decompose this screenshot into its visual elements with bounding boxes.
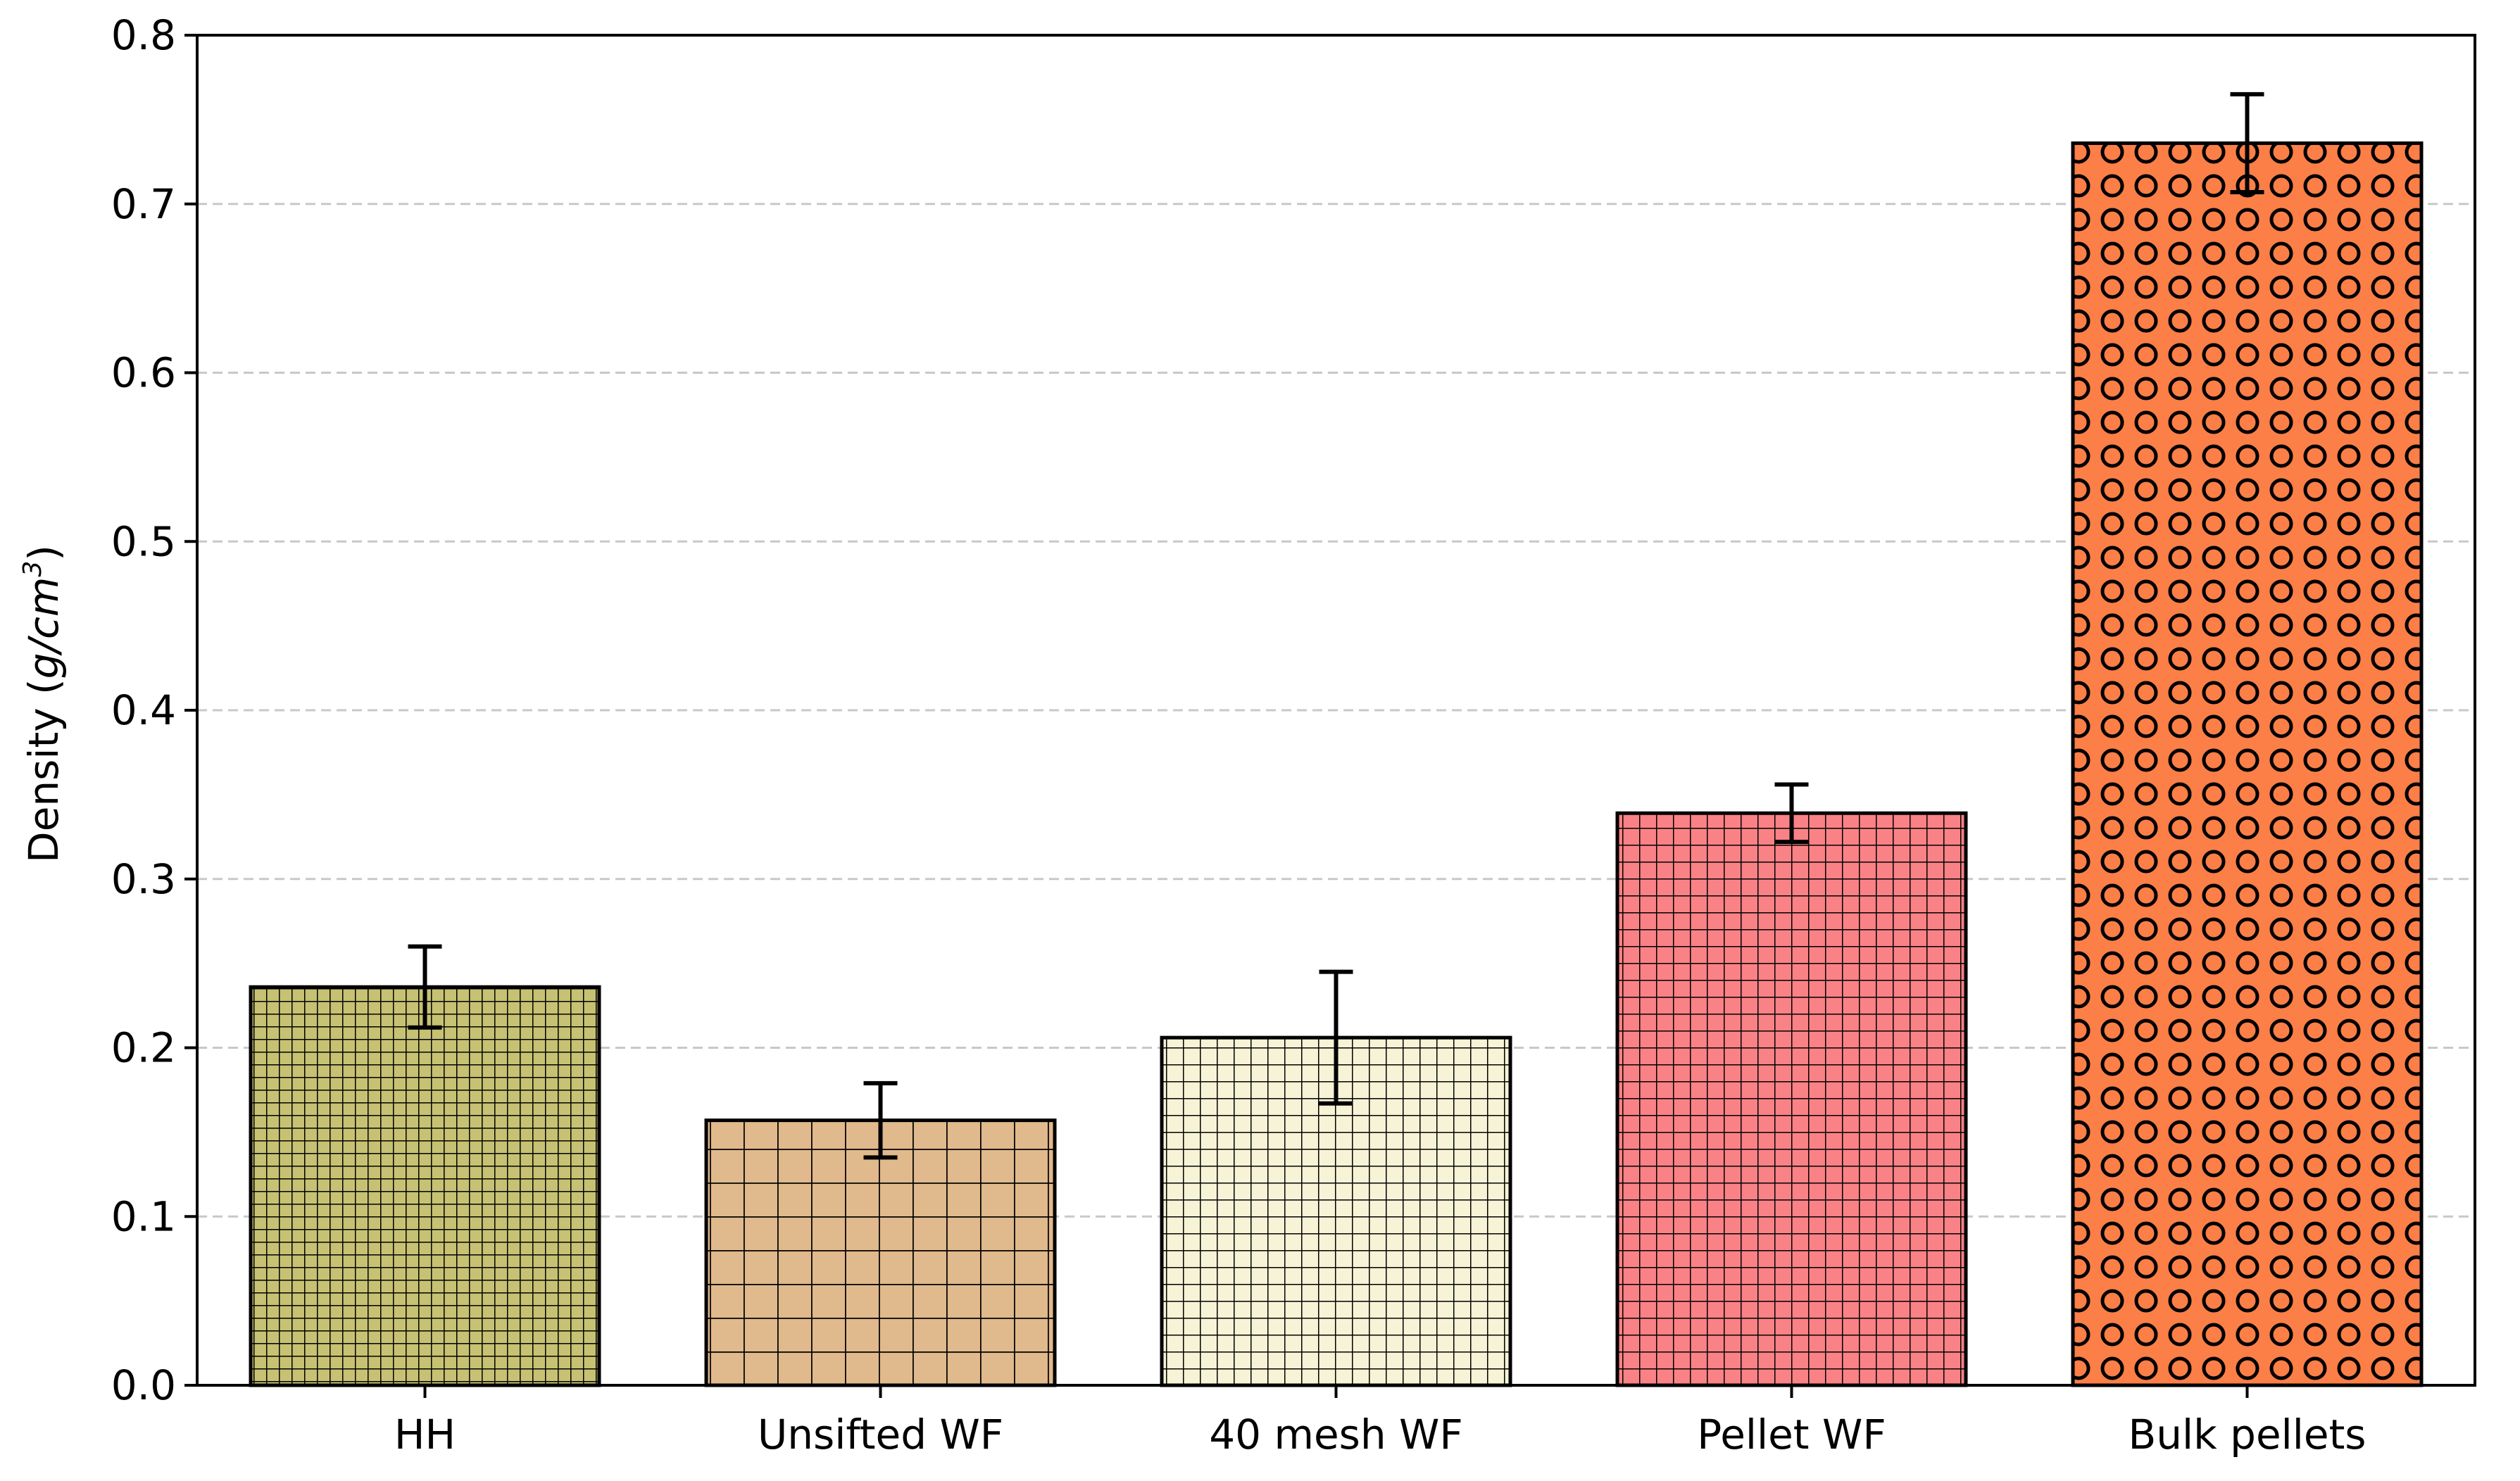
y-tick-label: 0.0 (111, 1361, 176, 1409)
y-tick-label: 0.4 (111, 686, 176, 734)
x-tick-label: Pellet WF (1697, 1411, 1886, 1458)
y-tick-label: 0.5 (111, 517, 176, 565)
x-tick-label: Bulk pellets (2128, 1411, 2366, 1458)
x-axis: HH Unsifted WF 40 mesh WF Pellet WF Bulk pel… (394, 1385, 2367, 1458)
x-tick-label: 40 mesh WF (1209, 1411, 1463, 1458)
y-tick-label: 0.7 (111, 180, 176, 228)
y-tick-label: 0.2 (111, 1024, 176, 1072)
bars (249, 141, 2424, 1387)
x-tick-label: Unsifted WF (758, 1411, 1003, 1458)
y-tick-label: 0.8 (111, 11, 176, 59)
y-axis-label: Density (g/cm3) (18, 545, 68, 863)
y-tick-label: 0.3 (111, 855, 176, 903)
y-axis: 0.0 0.1 0.2 0.3 0.4 0.5 0.6 0.7 0.8 (111, 11, 197, 1409)
error-bars (408, 92, 2264, 1160)
bar-bulk-pellets (2071, 141, 2424, 1387)
y-tick-label: 0.6 (111, 349, 176, 397)
bar-pellet-wf (1615, 811, 1968, 1387)
bar-hh (249, 985, 601, 1387)
y-tick-label: 0.1 (111, 1192, 176, 1240)
x-tick-label: HH (394, 1411, 456, 1458)
bar-unsifted-wf (704, 1118, 1057, 1387)
